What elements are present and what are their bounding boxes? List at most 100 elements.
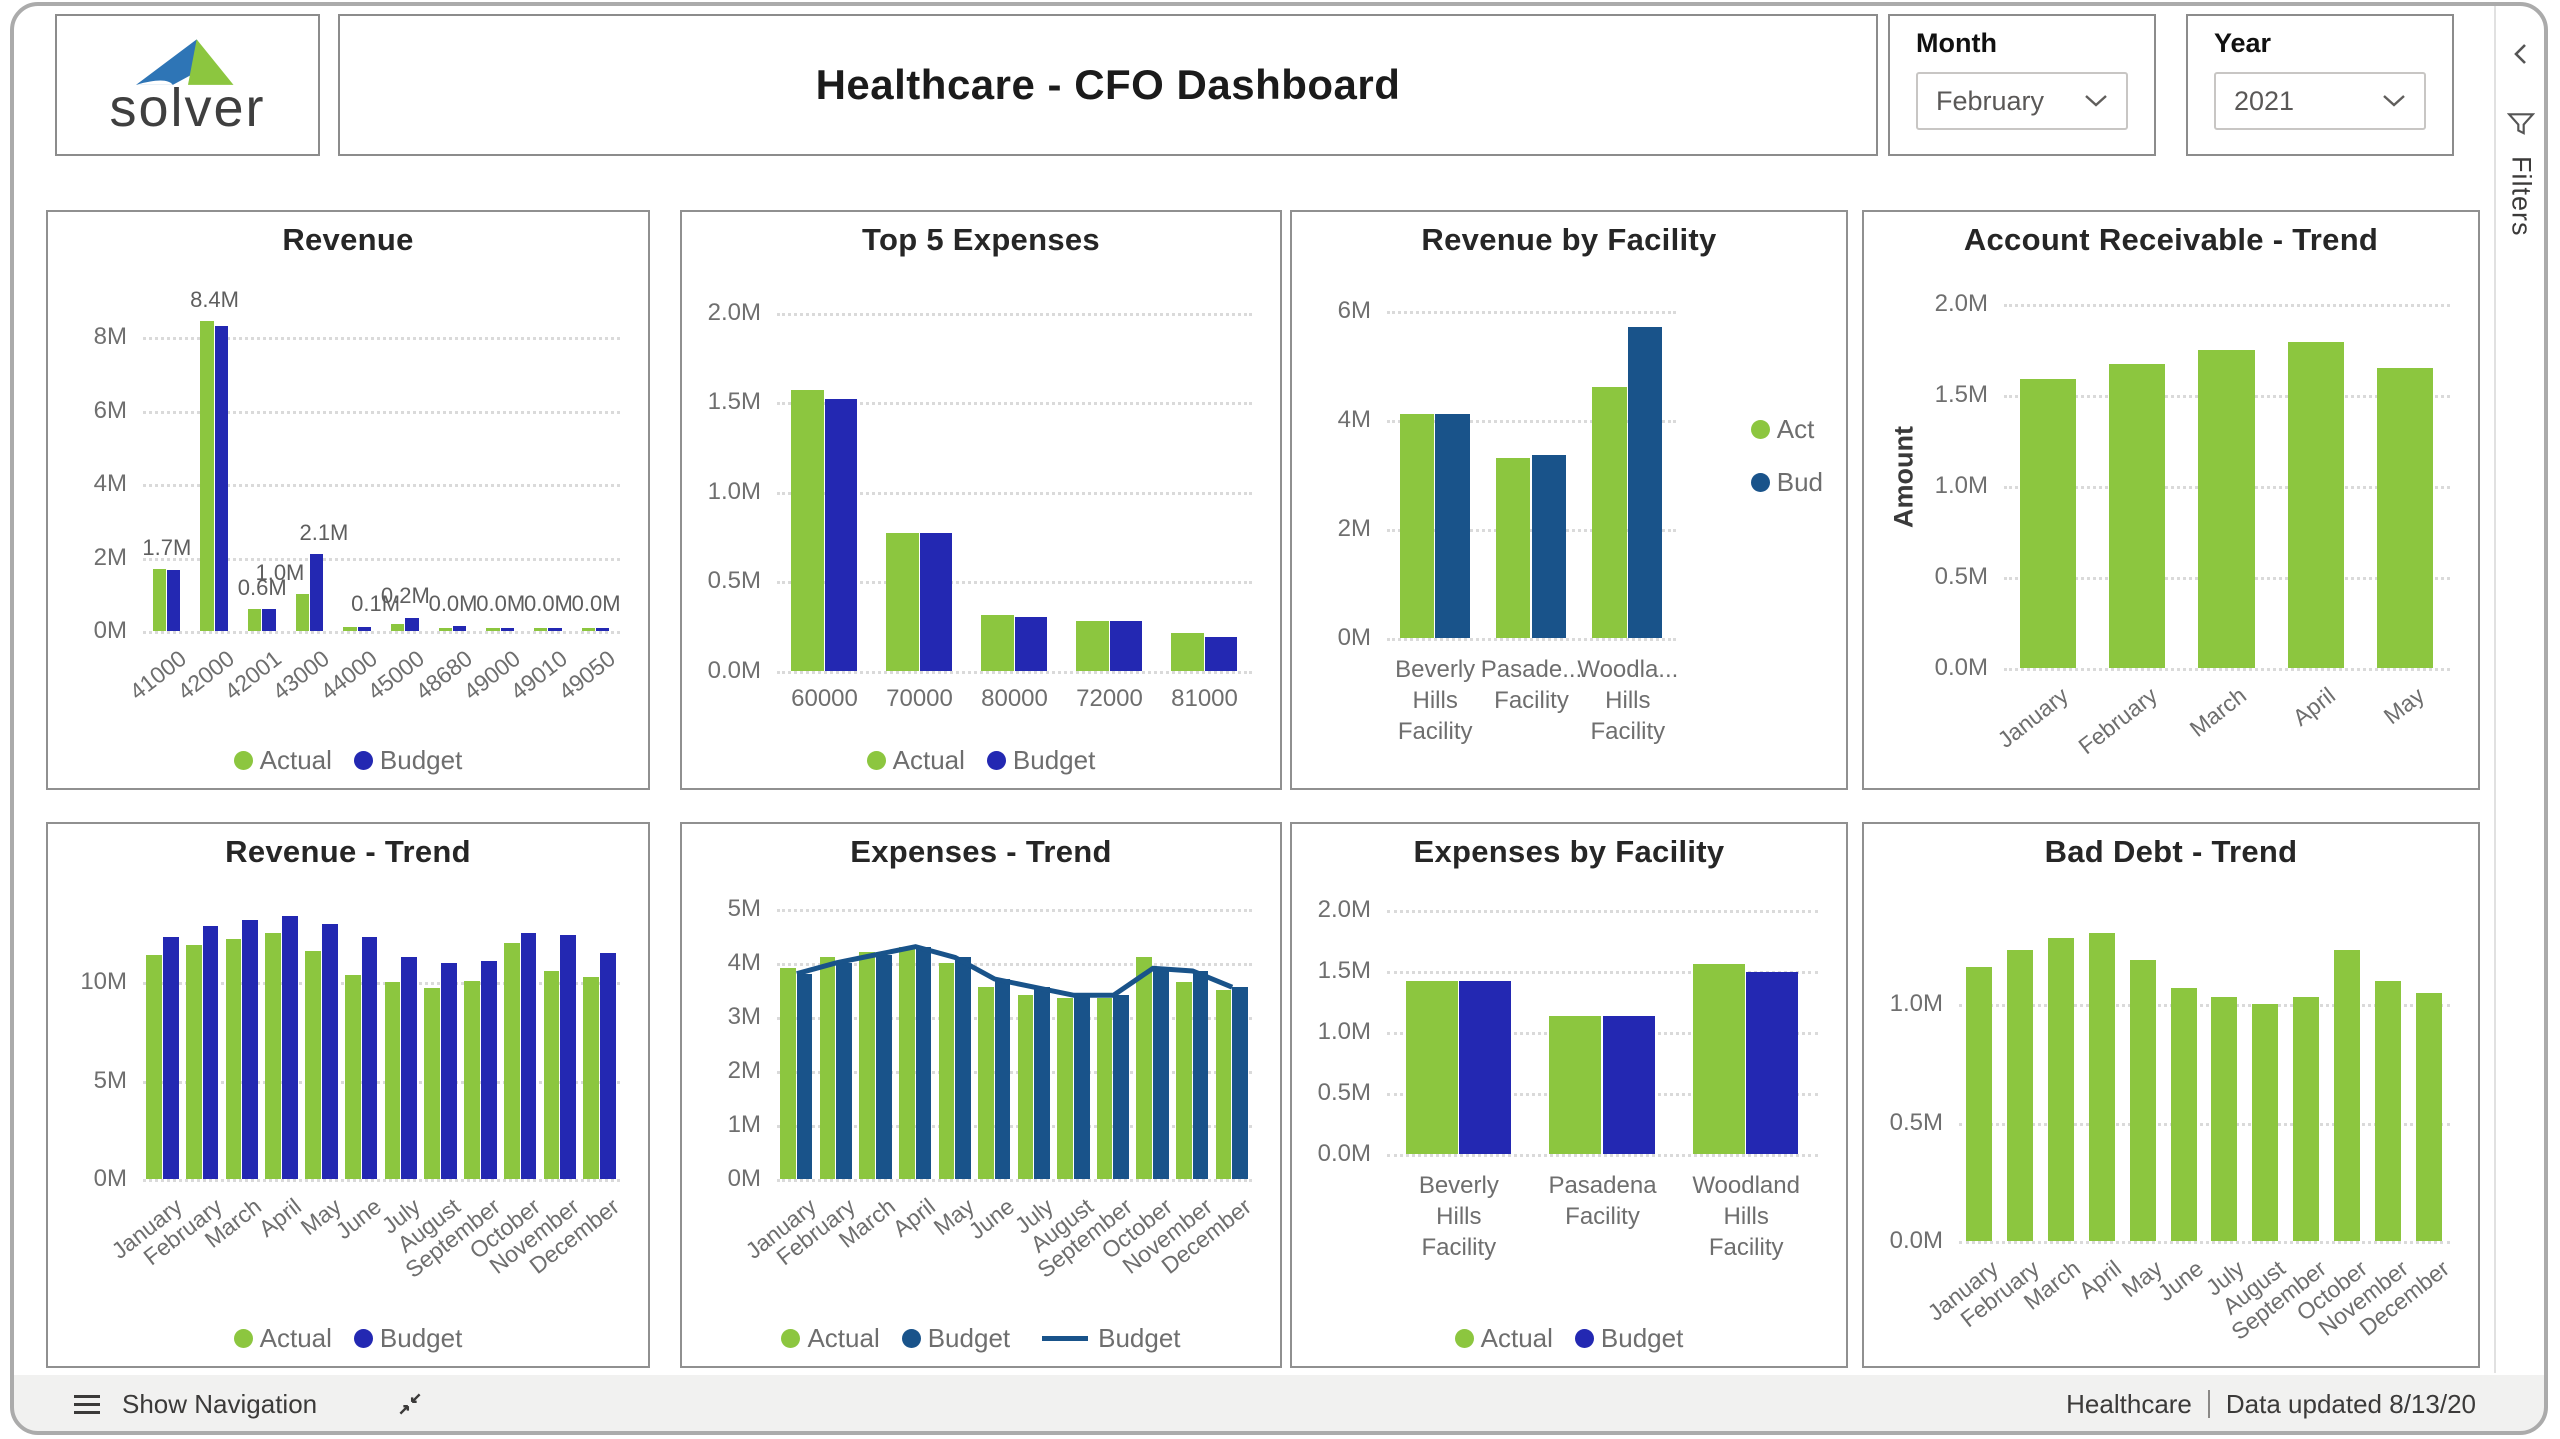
bar[interactable] [2376, 367, 2433, 668]
filter-funnel-button[interactable] [2507, 110, 2535, 138]
bar[interactable] [596, 628, 610, 631]
bar[interactable] [503, 943, 520, 1179]
bar[interactable] [994, 979, 1011, 1179]
bar[interactable] [2293, 997, 2320, 1241]
bar[interactable] [1113, 995, 1130, 1179]
bar[interactable] [600, 953, 616, 1179]
bar[interactable] [282, 915, 298, 1179]
bar[interactable] [265, 933, 282, 1179]
bar[interactable] [438, 628, 453, 631]
bar[interactable] [2088, 933, 2115, 1241]
legend-item[interactable]: Budget [1574, 1323, 1683, 1354]
bar[interactable] [2020, 378, 2077, 668]
legend-item[interactable]: Actual [233, 1323, 332, 1354]
bar[interactable] [1746, 972, 1799, 1154]
bar[interactable] [2129, 959, 2156, 1241]
month-select[interactable]: February [1916, 72, 2128, 130]
bar[interactable] [560, 935, 577, 1179]
bar[interactable] [1232, 987, 1248, 1179]
bar[interactable] [898, 946, 915, 1179]
bar[interactable] [357, 626, 371, 631]
bar[interactable] [1109, 620, 1142, 671]
bar[interactable] [486, 628, 500, 631]
bar[interactable] [185, 945, 202, 1179]
bar[interactable] [200, 320, 214, 631]
legend-item[interactable]: Budget [353, 1323, 462, 1354]
bar[interactable] [2006, 950, 2033, 1241]
bar[interactable] [262, 608, 276, 631]
bar[interactable] [361, 937, 378, 1179]
bar[interactable] [824, 398, 857, 671]
bar[interactable] [1057, 997, 1073, 1179]
show-navigation-button[interactable]: Show Navigation [122, 1388, 318, 1419]
bar[interactable] [1215, 989, 1232, 1179]
bar[interactable] [1458, 980, 1511, 1154]
bar[interactable] [1136, 957, 1153, 1179]
bar[interactable] [2252, 1004, 2279, 1241]
bar[interactable] [955, 957, 971, 1179]
legend-item[interactable]: Actual [866, 745, 965, 776]
legend-item[interactable]: Budget [353, 745, 462, 776]
bar[interactable] [2287, 342, 2344, 668]
bar[interactable] [441, 962, 457, 1179]
bar[interactable] [1435, 414, 1470, 638]
bar[interactable] [1531, 455, 1567, 638]
bar[interactable] [343, 627, 357, 631]
bar[interactable] [2198, 349, 2255, 668]
bar[interactable] [1017, 995, 1034, 1179]
bar[interactable] [2416, 992, 2443, 1241]
bar[interactable] [543, 970, 560, 1179]
bar[interactable] [225, 939, 242, 1179]
bar[interactable] [480, 960, 497, 1179]
bar[interactable] [859, 952, 875, 1179]
year-select[interactable]: 2021 [2214, 72, 2426, 130]
bar[interactable] [1034, 987, 1050, 1179]
bar[interactable] [2375, 980, 2402, 1241]
bar[interactable] [1495, 457, 1531, 638]
bar[interactable] [1073, 995, 1090, 1179]
legend-item[interactable]: Bud [1750, 467, 1823, 498]
bar[interactable] [1602, 1016, 1655, 1154]
hamburger-icon[interactable] [70, 1391, 104, 1418]
bar[interactable] [978, 987, 994, 1179]
bar[interactable] [391, 623, 405, 631]
bar[interactable] [2334, 950, 2361, 1241]
bar[interactable] [938, 962, 955, 1179]
bar[interactable] [1627, 326, 1663, 638]
bar[interactable] [2109, 364, 2166, 668]
bar[interactable] [520, 933, 537, 1179]
bar[interactable] [2170, 987, 2197, 1241]
bar[interactable] [401, 956, 418, 1179]
bar[interactable] [1176, 981, 1192, 1179]
bar[interactable] [214, 326, 228, 631]
bar[interactable] [796, 973, 813, 1179]
legend-item[interactable]: Actual [781, 1323, 880, 1354]
legend-item[interactable]: Act [1750, 414, 1823, 445]
bar[interactable] [2047, 938, 2074, 1241]
bar[interactable] [464, 980, 480, 1179]
bar[interactable] [819, 957, 836, 1179]
bar[interactable] [534, 628, 548, 631]
bar[interactable] [2211, 997, 2238, 1241]
bar[interactable] [915, 946, 932, 1179]
bar[interactable] [146, 954, 162, 1179]
bar[interactable] [1965, 966, 1992, 1241]
bar[interactable] [1076, 620, 1109, 671]
collapse-filters-button[interactable] [2508, 40, 2534, 68]
bar[interactable] [981, 615, 1014, 671]
bar[interactable] [162, 937, 179, 1179]
bar[interactable] [548, 628, 562, 631]
bar[interactable] [424, 988, 441, 1179]
bar[interactable] [581, 628, 596, 631]
bar[interactable] [1592, 386, 1627, 638]
bar[interactable] [1405, 980, 1458, 1154]
bar[interactable] [1204, 636, 1237, 671]
bar[interactable] [1192, 970, 1209, 1179]
bar[interactable] [242, 919, 259, 1179]
bar[interactable] [836, 962, 852, 1179]
bar[interactable] [583, 976, 600, 1179]
bar[interactable] [791, 389, 824, 671]
legend-item[interactable]: Actual [1454, 1323, 1553, 1354]
bar[interactable] [321, 923, 338, 1179]
bar[interactable] [1153, 968, 1169, 1179]
